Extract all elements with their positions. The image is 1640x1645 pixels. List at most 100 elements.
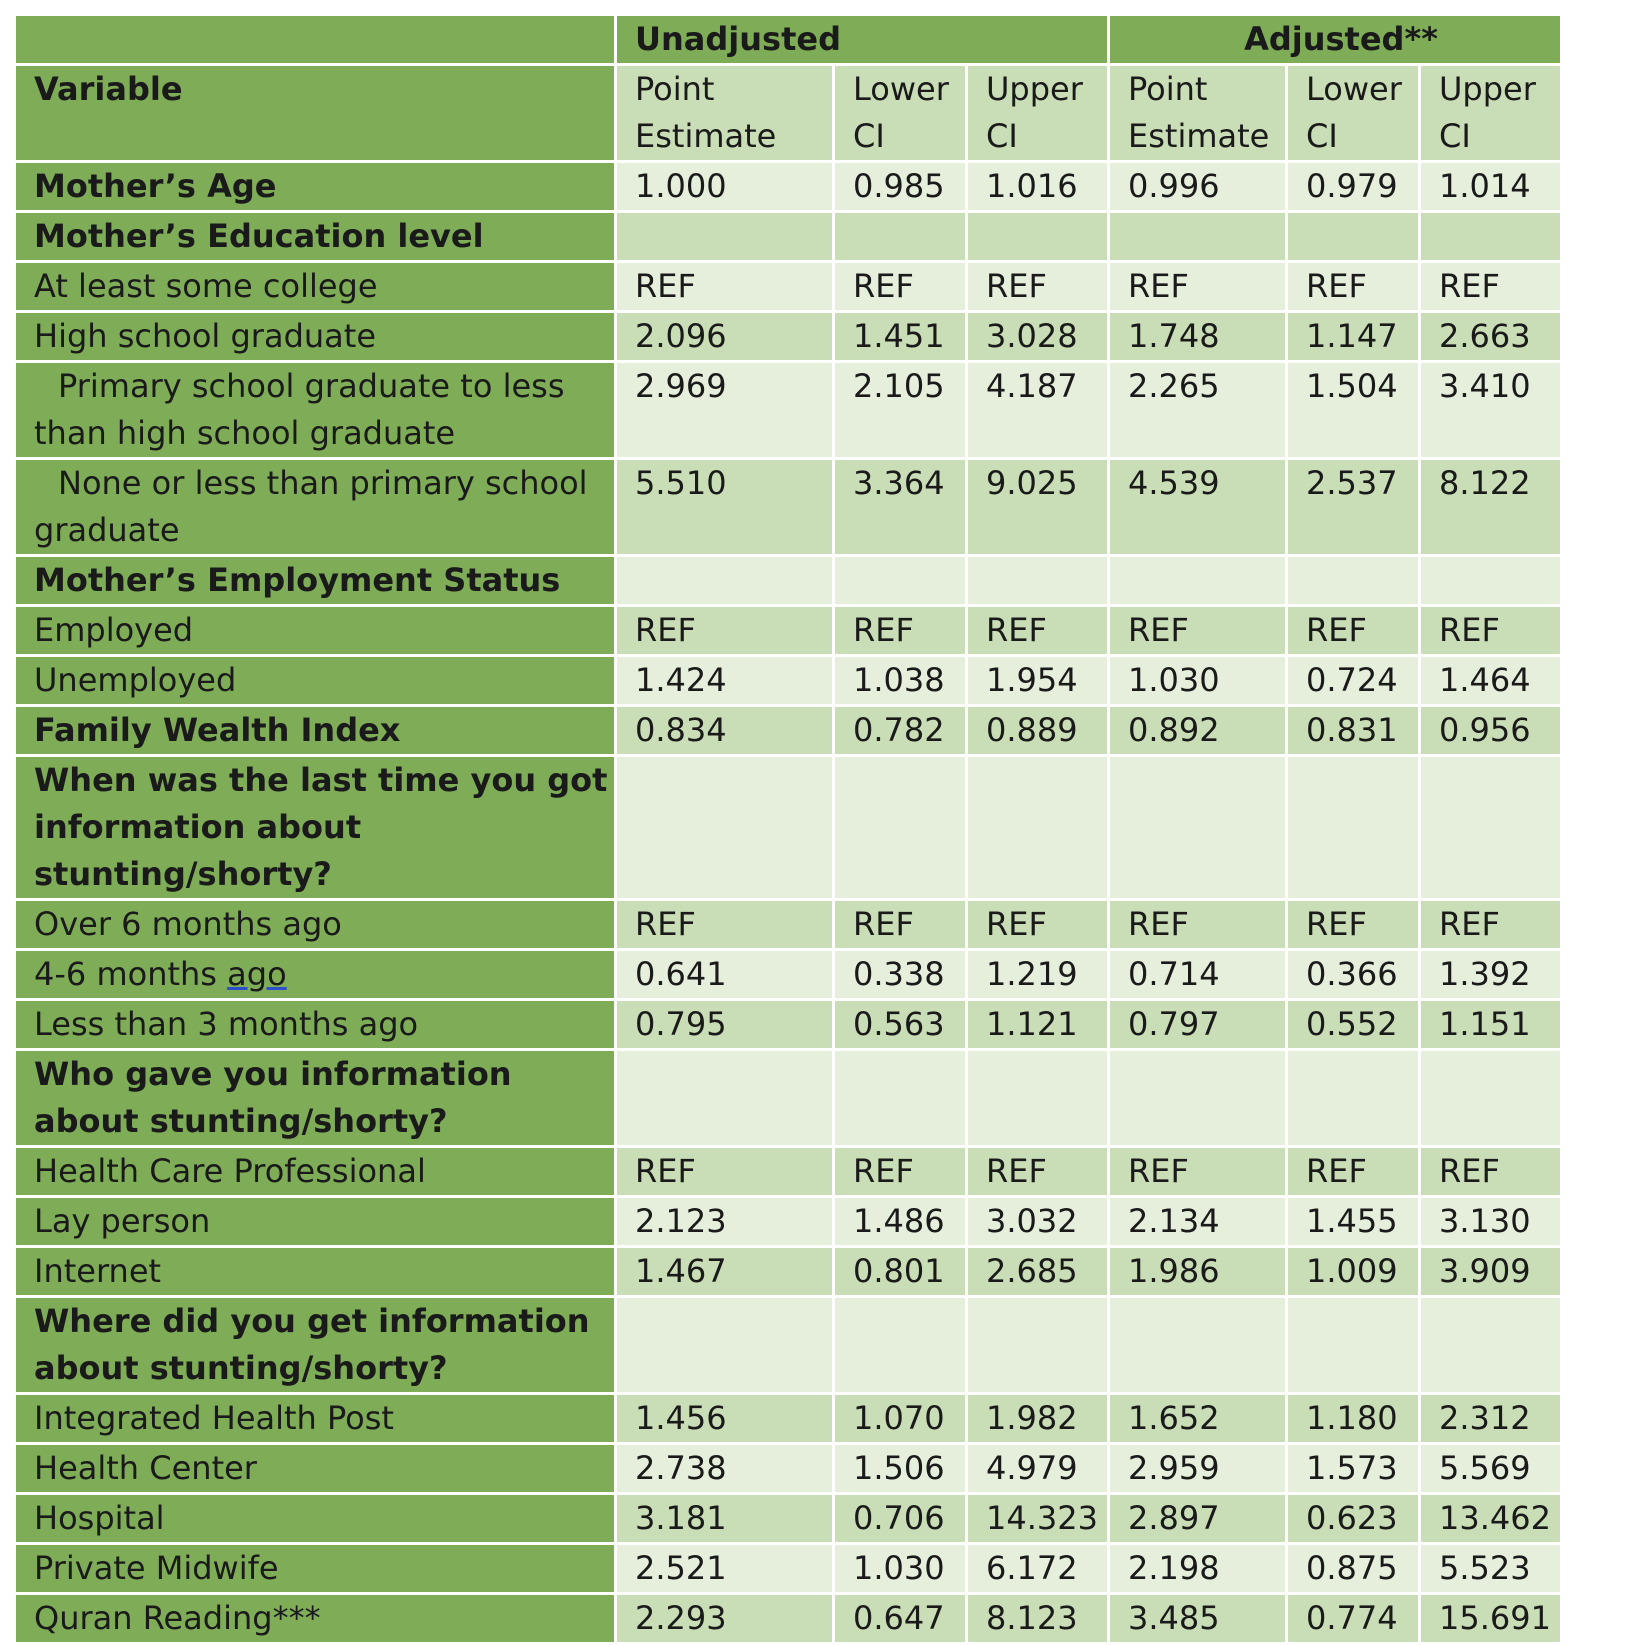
row-label: Integrated Health Post — [13, 1392, 617, 1445]
cell-unadj-point — [614, 210, 835, 263]
cell-adj-point — [1107, 1048, 1288, 1148]
cell-adj-point: 1.030 — [1107, 654, 1288, 707]
row-label: Private Midwife — [13, 1542, 617, 1595]
cell-unadj-upper: REF — [965, 604, 1110, 657]
row-label: Employed — [13, 604, 617, 657]
cell-adj-upper — [1417, 210, 1564, 263]
cell-unadj-point: 2.521 — [614, 1542, 835, 1595]
cell-adj-upper: REF — [1417, 604, 1564, 657]
table-row: Where did you get information about stun… — [13, 1295, 1564, 1395]
cell-unadj-lower: 1.451 — [832, 310, 968, 363]
cell-unadj-point: 2.096 — [614, 310, 835, 363]
cell-adj-lower: 0.831 — [1285, 704, 1421, 757]
cell-unadj-lower: 0.801 — [832, 1245, 968, 1298]
cell-adj-lower: REF — [1285, 604, 1421, 657]
cell-unadj-lower: 0.647 — [832, 1592, 968, 1645]
table-row: Health Care Professional REF REF REF REF… — [13, 1145, 1564, 1198]
cell-unadj-point: 2.969 — [614, 360, 835, 460]
cell-unadj-lower: 2.105 — [832, 360, 968, 460]
cell-adj-point: REF — [1107, 1145, 1288, 1198]
cell-adj-point: REF — [1107, 260, 1288, 313]
row-label: Quran Reading*** — [13, 1592, 617, 1645]
group-header-row: Unadjusted Adjusted** — [13, 13, 1564, 66]
cell-adj-upper — [1417, 554, 1564, 607]
cell-adj-lower — [1285, 754, 1421, 901]
cell-unadj-point: 2.123 — [614, 1195, 835, 1248]
cell-adj-lower: 1.504 — [1285, 360, 1421, 460]
cell-unadj-upper: REF — [965, 260, 1110, 313]
row-label-text: 4-6 months — [34, 955, 228, 993]
cell-adj-point: 1.986 — [1107, 1245, 1288, 1298]
cell-adj-upper — [1417, 754, 1564, 901]
cell-adj-upper: 1.151 — [1417, 998, 1564, 1051]
cell-unadj-point — [614, 754, 835, 901]
results-table: Unadjusted Adjusted** Variable Point Est… — [13, 13, 1564, 1645]
cell-adj-lower: 0.552 — [1285, 998, 1421, 1051]
cell-adj-lower — [1285, 1295, 1421, 1395]
cell-adj-point: 0.797 — [1107, 998, 1288, 1051]
cell-adj-point: REF — [1107, 604, 1288, 657]
cell-unadj-upper: 1.982 — [965, 1392, 1110, 1445]
cell-adj-lower: 0.875 — [1285, 1542, 1421, 1595]
cell-unadj-upper: 6.172 — [965, 1542, 1110, 1595]
cell-adj-point: 2.265 — [1107, 360, 1288, 460]
cell-unadj-upper: 0.889 — [965, 704, 1110, 757]
cell-adj-lower: 0.366 — [1285, 948, 1421, 1001]
cell-unadj-upper: REF — [965, 898, 1110, 951]
cell-adj-upper: 1.464 — [1417, 654, 1564, 707]
table-row: Health Center 2.738 1.506 4.979 2.959 1.… — [13, 1442, 1564, 1495]
table-row: At least some college REF REF REF REF RE… — [13, 260, 1564, 313]
table-row: Who gave you information about stunting/… — [13, 1048, 1564, 1148]
blank-header-cell — [13, 13, 617, 66]
cell-unadj-point: 1.000 — [614, 160, 835, 213]
cell-adj-upper — [1417, 1048, 1564, 1148]
cell-unadj-lower — [832, 754, 968, 901]
cell-unadj-upper: 1.016 — [965, 160, 1110, 213]
cell-unadj-point — [614, 1295, 835, 1395]
cell-adj-lower: 0.979 — [1285, 160, 1421, 213]
cell-adj-upper: 2.663 — [1417, 310, 1564, 363]
row-label: Where did you get information about stun… — [13, 1295, 617, 1395]
cell-unadj-point: REF — [614, 260, 835, 313]
cell-adj-lower — [1285, 1048, 1421, 1148]
cell-adj-upper: 15.691 — [1417, 1592, 1564, 1645]
row-label: Health Care Professional — [13, 1145, 617, 1198]
table-row: 4-6 months ago 0.641 0.338 1.219 0.714 0… — [13, 948, 1564, 1001]
cell-adj-point: 2.134 — [1107, 1195, 1288, 1248]
cell-unadj-lower — [832, 210, 968, 263]
cell-unadj-point: 0.641 — [614, 948, 835, 1001]
table-row: Lay person 2.123 1.486 3.032 2.134 1.455… — [13, 1195, 1564, 1248]
cell-adj-point: 1.652 — [1107, 1392, 1288, 1445]
cell-unadj-lower: 0.563 — [832, 998, 968, 1051]
cell-unadj-lower — [832, 554, 968, 607]
cell-unadj-upper: 9.025 — [965, 457, 1110, 557]
table-row: High school graduate 2.096 1.451 3.028 1… — [13, 310, 1564, 363]
cell-unadj-upper — [965, 1048, 1110, 1148]
cell-adj-lower: 0.774 — [1285, 1592, 1421, 1645]
group-header-adjusted: Adjusted** — [1106, 13, 1564, 66]
cell-adj-lower: 1.180 — [1285, 1392, 1421, 1445]
cell-adj-point — [1107, 210, 1288, 263]
row-label: When was the last time you got informati… — [13, 754, 617, 901]
cell-adj-upper: 8.122 — [1417, 457, 1564, 557]
row-label: None or less than primary school graduat… — [13, 457, 617, 557]
cell-unadj-lower: 0.985 — [832, 160, 968, 213]
table-row: Mother’s Education level — [13, 210, 1564, 263]
cell-adj-point: 2.959 — [1107, 1442, 1288, 1495]
cell-unadj-upper: 14.323 — [965, 1492, 1110, 1545]
cell-adj-lower — [1285, 554, 1421, 607]
cell-unadj-point: 1.456 — [614, 1392, 835, 1445]
cell-unadj-upper — [965, 554, 1110, 607]
cell-unadj-lower: 1.070 — [832, 1392, 968, 1445]
cell-unadj-point: 5.510 — [614, 457, 835, 557]
cell-adj-lower: 1.455 — [1285, 1195, 1421, 1248]
cell-unadj-point: REF — [614, 1145, 835, 1198]
table-row: Mother’s Employment Status — [13, 554, 1564, 607]
row-label: Mother’s Education level — [13, 210, 617, 263]
row-label-underlined-text: ago — [227, 955, 287, 993]
cell-adj-lower: 1.009 — [1285, 1245, 1421, 1298]
cell-adj-upper: 5.569 — [1417, 1442, 1564, 1495]
cell-adj-point: 4.539 — [1107, 457, 1288, 557]
cell-unadj-point: 3.181 — [614, 1492, 835, 1545]
row-label: 4-6 months ago — [13, 948, 617, 1001]
